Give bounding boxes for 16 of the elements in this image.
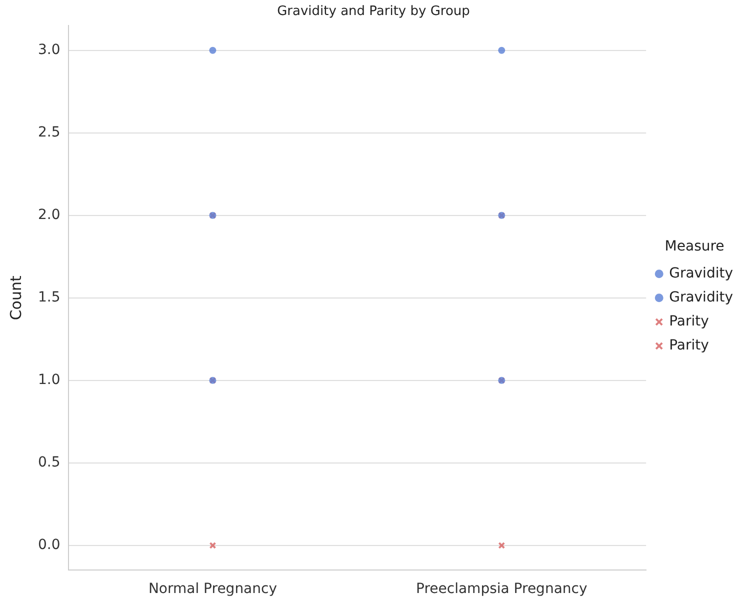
y-tick-label: 2.5 bbox=[38, 124, 60, 141]
legend-label: Parity bbox=[669, 314, 709, 330]
legend-label: Gravidity bbox=[669, 266, 734, 282]
y-tick-label: 0.5 bbox=[38, 454, 60, 471]
y-tick-label: 1.5 bbox=[38, 290, 60, 306]
legend-label: Gravidity bbox=[669, 290, 734, 306]
y-tick-label: 3.0 bbox=[38, 42, 60, 58]
legend-label: Parity bbox=[669, 338, 709, 354]
y-tick-label: 0.0 bbox=[38, 537, 60, 554]
y-tick-label: 2.0 bbox=[38, 207, 60, 224]
legend-title: Measure bbox=[664, 238, 724, 255]
x-tick-label: Normal Pregnancy bbox=[148, 581, 277, 598]
y-axis-title: Count bbox=[6, 276, 25, 320]
chart-title: Gravidity and Parity by Group bbox=[277, 4, 470, 20]
x-tick-label: Preeclampsia Pregnancy bbox=[416, 581, 588, 598]
y-tick-label: 1.0 bbox=[38, 372, 60, 388]
